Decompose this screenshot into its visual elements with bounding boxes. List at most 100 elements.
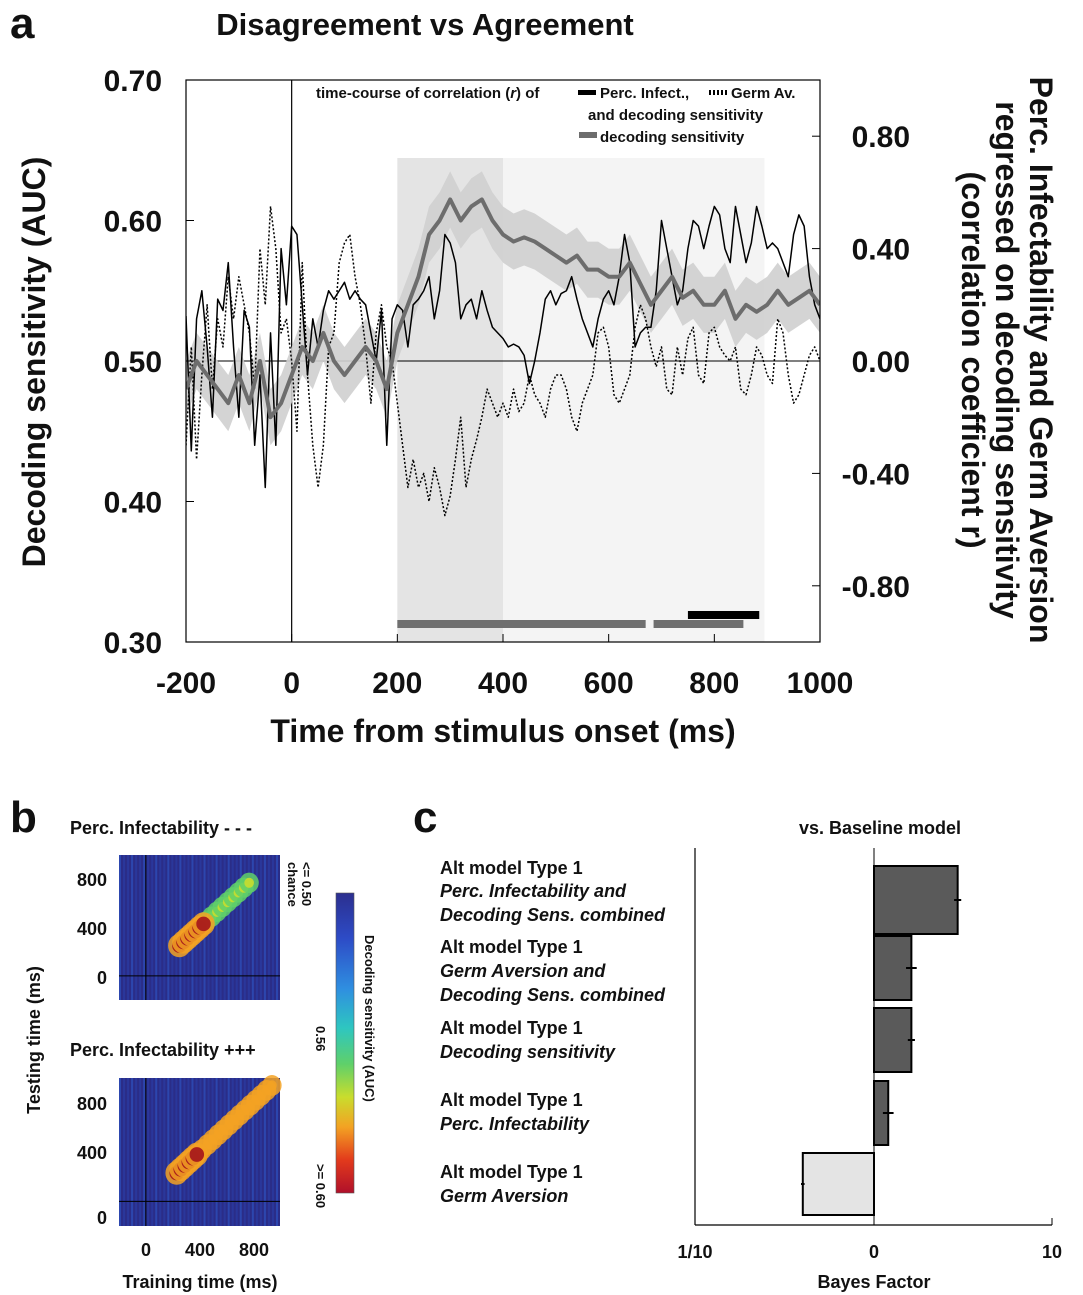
heatmap-top (119, 855, 280, 1000)
heatmap-texture (235, 855, 238, 1000)
legend-decoding-label: decoding sensitivity (600, 129, 745, 146)
heatmap-texture (255, 1078, 258, 1226)
heatmap-texture (163, 855, 166, 1000)
panel-a-title: Disagreement vs Agreement (216, 7, 634, 42)
heatmap-texture (243, 855, 246, 1000)
y-tick-label: 0.70 (104, 65, 162, 98)
heatmap-texture (255, 855, 258, 1000)
heatmap-texture (167, 855, 170, 1000)
heatmap-texture (135, 1078, 138, 1226)
hm-xtick: 800 (239, 1240, 269, 1260)
bayes-factor-bar (801, 1152, 875, 1216)
heatmap-texture (231, 1078, 234, 1226)
hm-top-ytick: 0 (97, 968, 107, 988)
heatmap-texture (243, 1078, 246, 1226)
heatmap-texture (215, 1078, 218, 1226)
legend-perc-swatch (578, 90, 596, 95)
heatmap-texture (271, 1078, 274, 1226)
heatmap-x-ticks: 0 400 800 (141, 1240, 269, 1260)
heatmap-texture (159, 1078, 162, 1226)
heatmap-texture (267, 1078, 270, 1226)
model-label: Decoding Sens. combined (440, 985, 666, 1005)
heatmap-texture (235, 1078, 238, 1226)
y2-tick-label: 0.80 (852, 121, 910, 154)
heatmap-texture (147, 1078, 150, 1226)
panel-a-y2-label-line3: (correlation coefficient r) (955, 172, 991, 549)
significance-bars (397, 611, 760, 628)
panel-a-axes: 0.30 0.40 0.50 0.60 0.70 -0.80 -0.40 0.00 0.40 0.… (104, 65, 910, 700)
model-label: Perc. Infectability and (440, 881, 627, 901)
heatmap-texture (259, 1078, 262, 1226)
model-label: Alt model Type 1 (440, 1090, 583, 1110)
legend-perc-label: Perc. Infect., (600, 85, 689, 102)
panel-c-xtick: 10 (1042, 1242, 1062, 1262)
panel-c-bars (801, 865, 962, 1216)
heatmap-texture (175, 855, 178, 1000)
heatmap-texture (127, 1078, 130, 1226)
model-label: Alt model Type 1 (440, 937, 583, 957)
heatmap-bottom (119, 1075, 282, 1226)
heatmap-texture (263, 1078, 266, 1226)
panel-c-letter: c (413, 793, 437, 842)
panel-b-bottom-title: Perc. Infectability +++ (70, 1040, 256, 1060)
heatmap-texture (259, 855, 262, 1000)
heatmap-texture (247, 855, 250, 1000)
heatmap-texture (167, 1078, 170, 1226)
heatmap-top-y-ticks: 800 400 0 (77, 870, 107, 988)
heatmap-texture (159, 855, 162, 1000)
heatmap-texture (271, 855, 274, 1000)
colorbar-mid-label: 0.56 (313, 1026, 328, 1051)
heatmap-texture (247, 1078, 250, 1226)
heatmap-texture (171, 1078, 174, 1226)
heatmap-texture (175, 1078, 178, 1226)
model-label: Germ Aversion (440, 1186, 568, 1206)
heatmap-texture (219, 855, 222, 1000)
heatmap-texture (151, 1078, 154, 1226)
heatmap-texture (275, 1078, 278, 1226)
heatmap-x-label: Training time (ms) (122, 1272, 277, 1292)
significance-bar (687, 611, 760, 619)
y-tick-label: 0.30 (104, 627, 162, 660)
bayes-factor-bar (873, 935, 913, 1001)
heatmap-texture (127, 855, 130, 1000)
panel-a-y2-label: Perc. Infectability and Germ Aversion re… (955, 77, 1059, 644)
x-tick-label: 800 (689, 667, 739, 700)
hm-xtick: 0 (141, 1240, 151, 1260)
x-tick-label: 1000 (787, 667, 854, 700)
legend-germ-label: Germ Av. (731, 85, 795, 102)
panel-a-y2-label-line1: Perc. Infectability and Germ Aversion (1023, 77, 1059, 644)
hm-xtick: 400 (185, 1240, 215, 1260)
model-label: Alt model Type 1 (440, 1018, 583, 1038)
x-tick-label: 200 (372, 667, 422, 700)
heatmap-texture (179, 1078, 182, 1226)
heatmap-texture (227, 1078, 230, 1226)
heatmap-texture (139, 1078, 142, 1226)
heatmap-y-label: Testing time (ms) (24, 966, 44, 1114)
heatmap-texture (163, 1078, 166, 1226)
legend-decoding-swatch (579, 132, 597, 138)
heatmap-cell (244, 877, 254, 888)
y-tick-label: 0.40 (104, 487, 162, 520)
x-tick-label: -200 (156, 667, 216, 700)
heatmap-texture (267, 855, 270, 1000)
panel-c-xtick: 0 (869, 1242, 879, 1262)
heatmap-texture (275, 855, 278, 1000)
colorbar-high-label: >= 0.60 (313, 1164, 328, 1208)
heatmap-texture (179, 855, 182, 1000)
heatmap-texture (139, 855, 142, 1000)
x-tick-label: 600 (584, 667, 634, 700)
heatmap-texture (227, 855, 230, 1000)
heatmap-texture (151, 855, 154, 1000)
heatmap-texture (135, 855, 138, 1000)
colorbar-label: Decoding sensitivity (AUC) (362, 935, 377, 1102)
heatmap-texture (143, 1078, 146, 1226)
decoding-sensitivity-line (186, 197, 820, 420)
panel-c-model-labels: Alt model Type 1 Perc. Infectability and… (440, 858, 666, 1206)
heatmap-texture (119, 1078, 122, 1226)
heatmap-texture (263, 855, 266, 1000)
model-label: Decoding sensitivity (440, 1042, 616, 1062)
y-tick-label: 0.60 (104, 206, 162, 239)
bayes-factor-bar (873, 1007, 913, 1073)
heatmap-texture (171, 855, 174, 1000)
